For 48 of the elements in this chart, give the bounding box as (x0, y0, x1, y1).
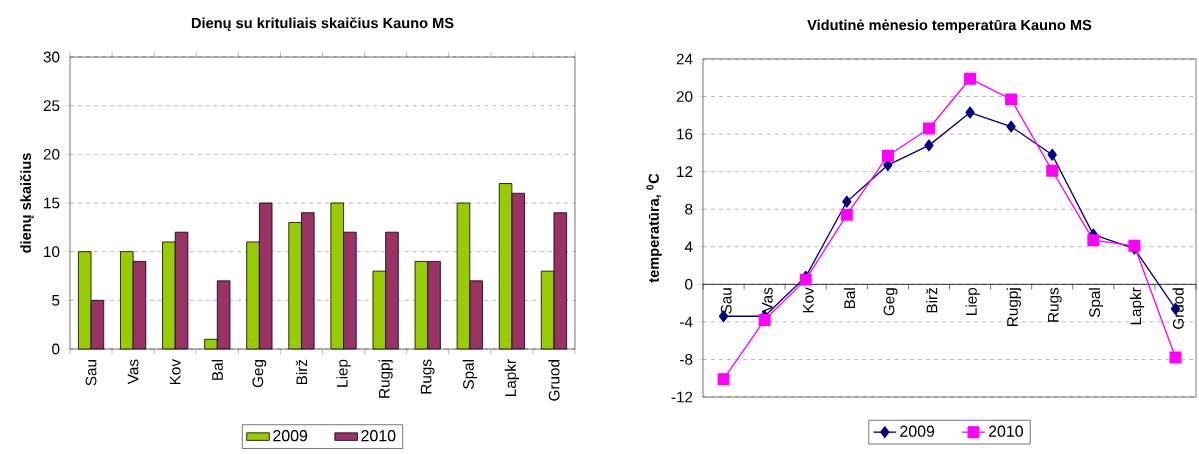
x-tick-label: Birž (926, 288, 938, 313)
legend-label: 2009 (900, 425, 935, 437)
y-tick-label: 20 (43, 148, 60, 160)
x-tick-label: Rugpj (378, 360, 393, 398)
x-tick-label: Geg (883, 288, 898, 316)
x-tick-label: Spal (1088, 288, 1104, 318)
legend-label: 2010 (988, 425, 1023, 437)
x-tick-label: Sau (720, 288, 732, 314)
y-axis-title: temperatūra, $^{0}$C (646, 173, 662, 283)
x-tick-label: Vas (127, 359, 139, 385)
x-tick-label: Vas (761, 287, 773, 313)
y-tick-label: 0 (685, 278, 693, 290)
x-tick-label: Liep (336, 359, 351, 387)
x-tick-label: Kov (169, 359, 181, 385)
y-tick-label: 4 (684, 241, 693, 253)
x-tick-label: Lapkr (1129, 287, 1145, 325)
y-tick-label: 20 (676, 91, 693, 102)
y-axis-title: dienų skaičius (19, 153, 34, 253)
y-tick-label: 15 (44, 197, 60, 209)
x-tick-label: Sau (85, 360, 97, 386)
x-tick-label: Bal (843, 288, 856, 309)
legend-label: 2009 (273, 430, 308, 442)
x-tick-label: Geg (252, 360, 267, 388)
y-tick-label: 8 (685, 203, 693, 215)
y-tick-label: -4 (680, 316, 693, 328)
x-tick-label: Rugs (1048, 287, 1062, 322)
y-tick-label: 5 (52, 295, 60, 306)
y-tick-label: 12 (677, 166, 693, 177)
x-tick-label: Gruod (548, 360, 560, 401)
y-tick-label: 24 (676, 53, 693, 65)
x-tick-label: Spal (462, 360, 477, 389)
x-tick-label: Bal (211, 360, 223, 380)
y-tick-label: -8 (680, 354, 693, 365)
x-tick-label: Lapkr (504, 359, 519, 396)
legend-label: 2010 (361, 430, 396, 442)
x-tick-label: Rugs (420, 359, 435, 394)
y-tick-label: -12 (671, 391, 693, 403)
x-tick-label: Rugpj (1006, 288, 1021, 326)
chart-title: Dienų su krituliais skaičius Kauno MS (191, 17, 454, 32)
chart-title: Vidutinė mėnesio temperatūra Kauno MS (807, 19, 1092, 34)
y-tick-label: 25 (43, 100, 60, 112)
x-tick-label: Birž (295, 359, 308, 385)
y-tick-label: 0 (52, 343, 60, 355)
y-tick-label: 10 (44, 246, 60, 258)
y-tick-label: 30 (43, 51, 60, 63)
y-tick-label: 16 (677, 128, 693, 140)
x-tick-label: Kov (803, 287, 814, 313)
x-tick-label: Liep (965, 287, 980, 315)
